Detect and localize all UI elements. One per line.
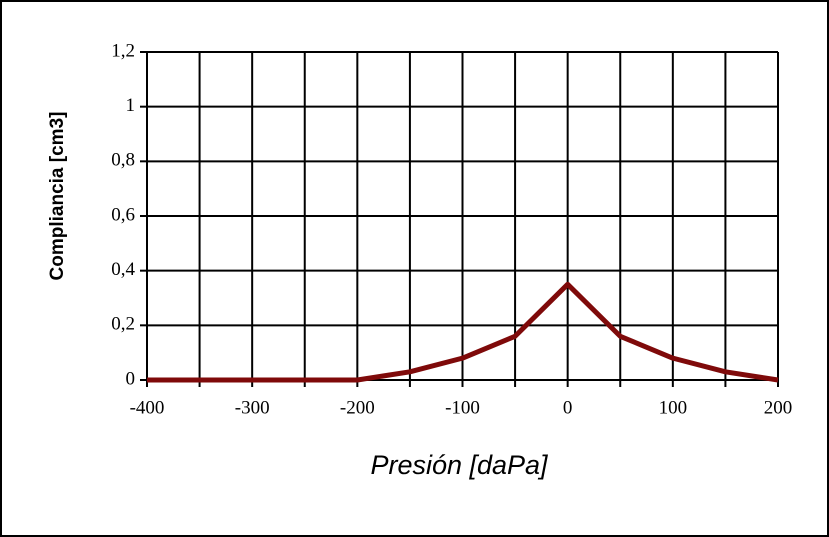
x-tick-label: 0: [563, 397, 573, 418]
y-tick-label: 0,6: [111, 204, 135, 225]
data-line: [147, 281, 779, 383]
y-tick-label: 0: [126, 368, 136, 389]
y-tick-label: 0,2: [111, 314, 135, 335]
x-tick-label: 200: [764, 397, 793, 418]
y-tick-label: 1: [126, 95, 136, 116]
x-tick-label: -100: [445, 397, 480, 418]
x-axis-label: Presión [daPa]: [370, 450, 549, 480]
x-tick-label: -200: [340, 397, 375, 418]
x-tick-label: 100: [659, 397, 688, 418]
x-tick-label: -300: [235, 397, 270, 418]
y-tick-label: 1,2: [111, 40, 135, 61]
y-tick-label: 0,4: [111, 259, 135, 280]
x-tick-label: -400: [130, 397, 165, 418]
y-tick-label: 0,8: [111, 150, 135, 171]
y-axis-label: Compliancia [cm3]: [47, 112, 68, 281]
